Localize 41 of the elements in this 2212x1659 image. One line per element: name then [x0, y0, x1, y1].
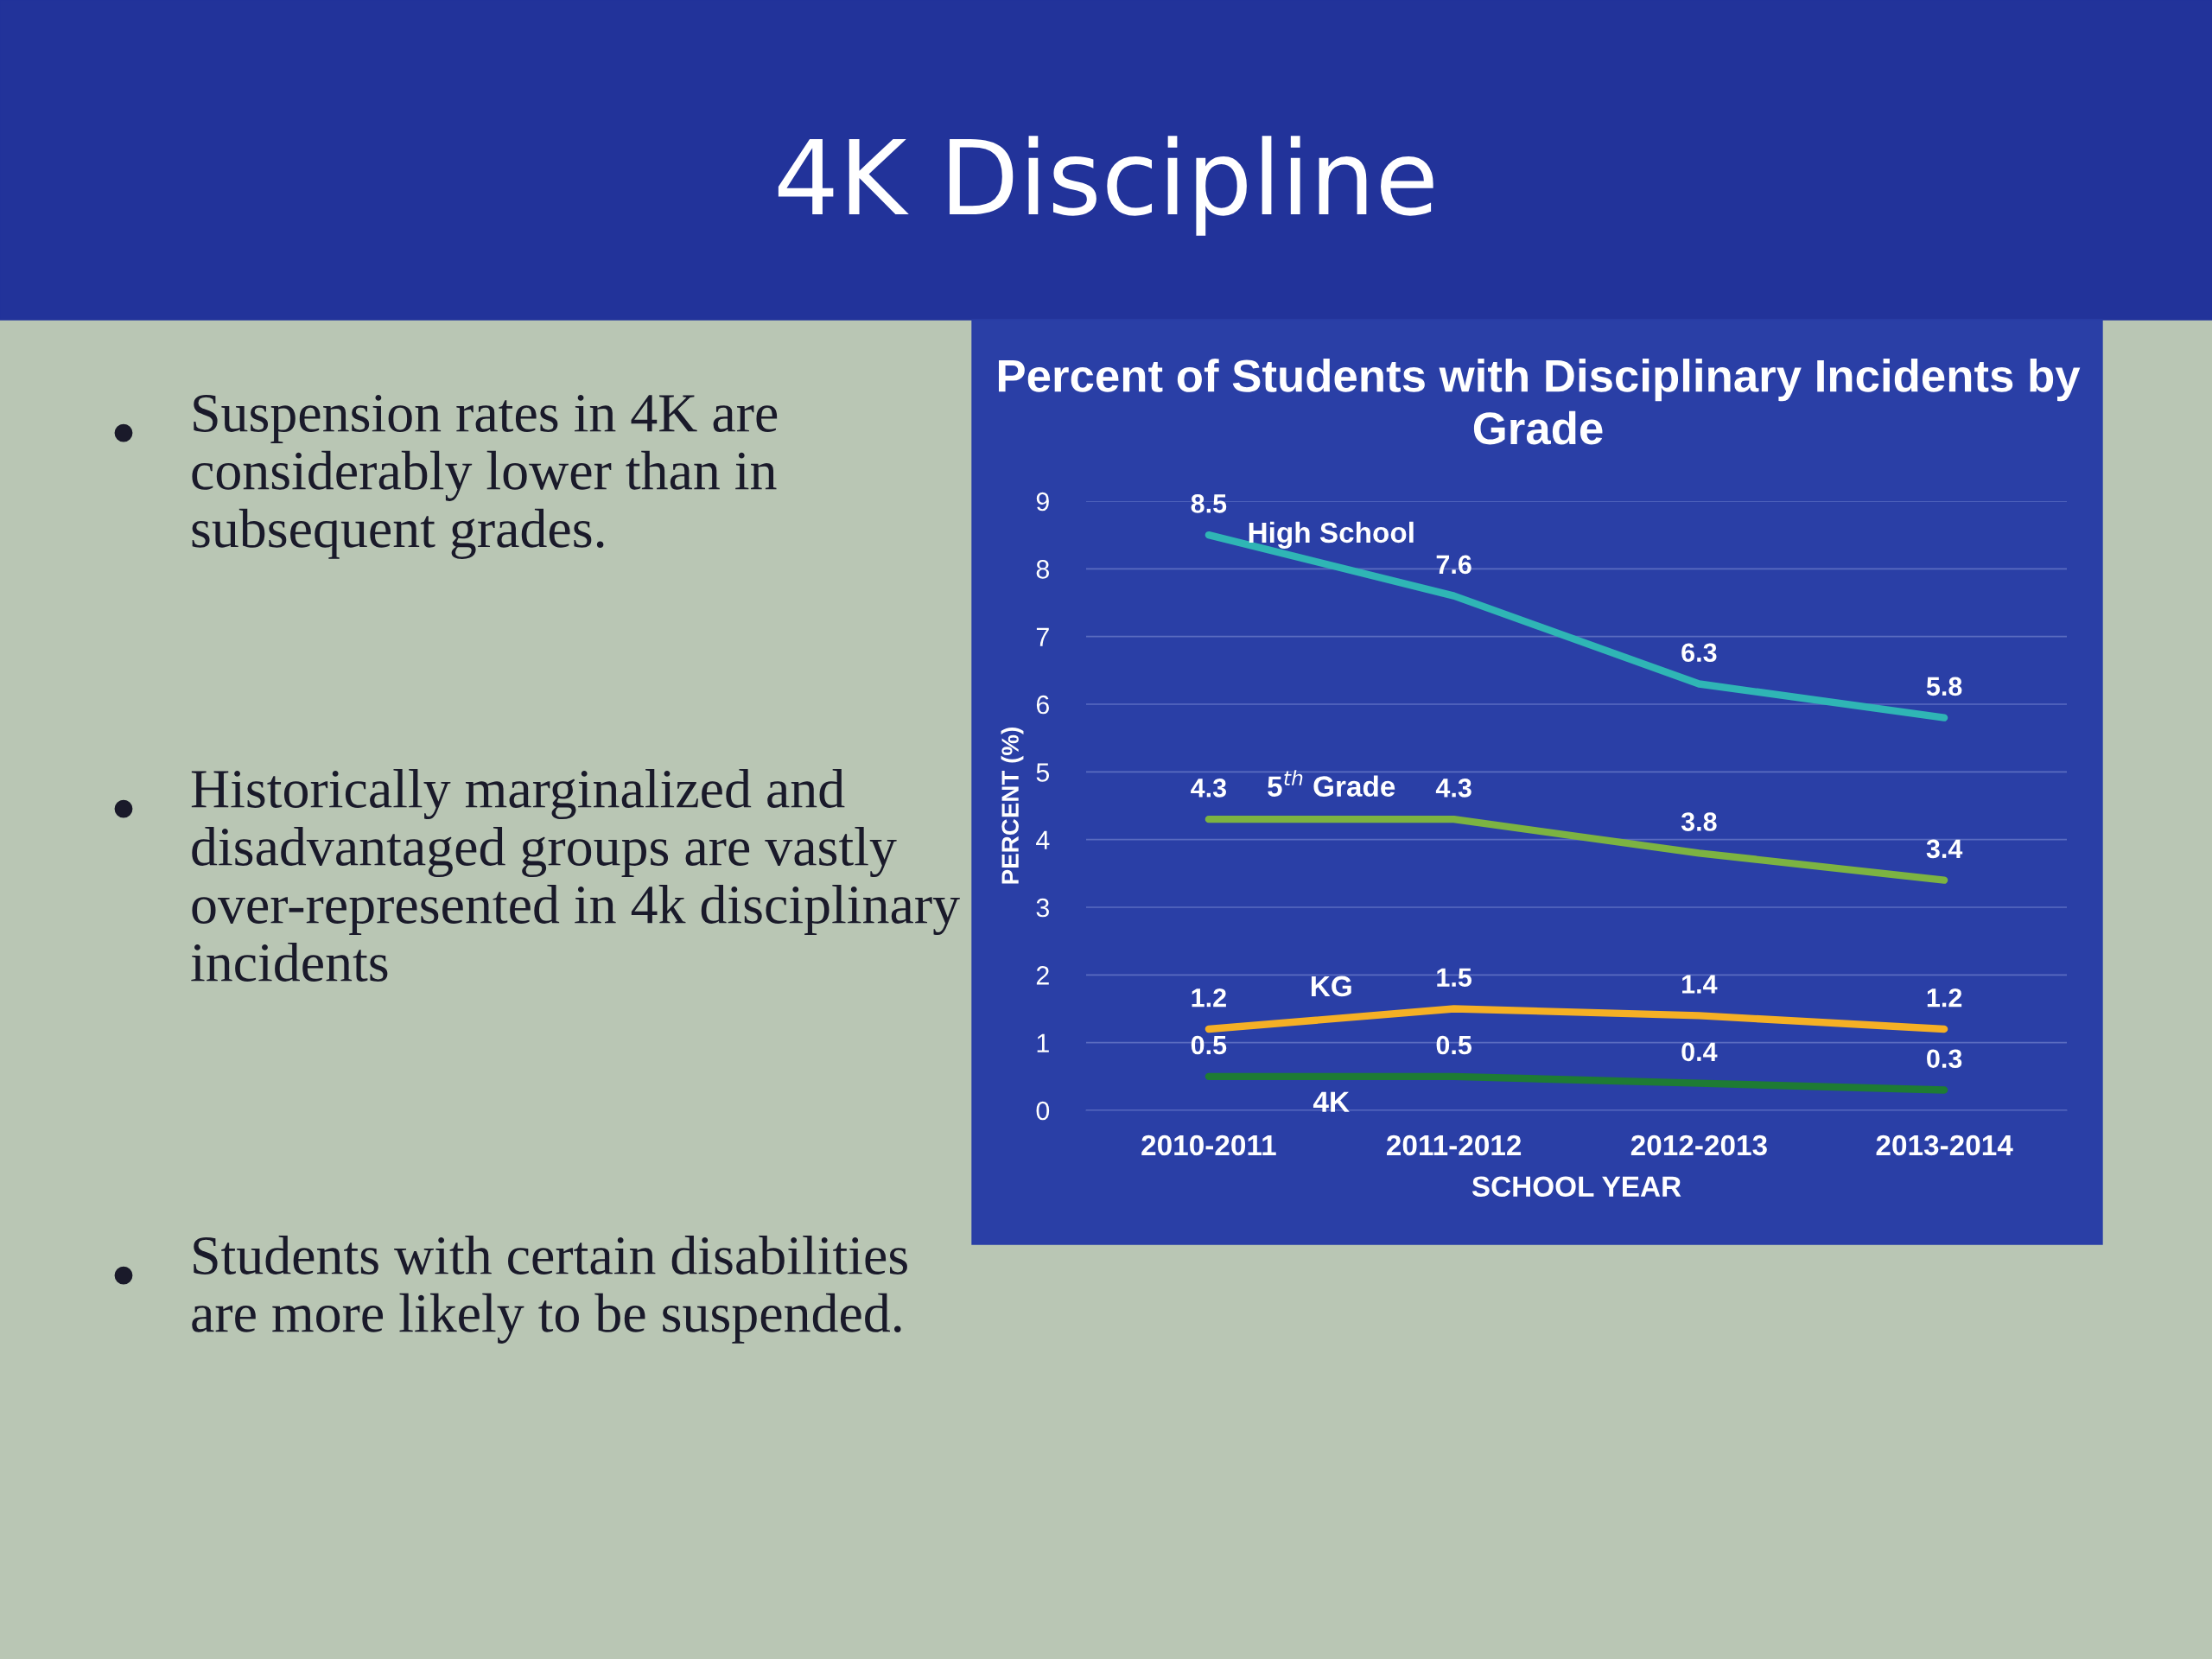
x-tick-label: 2012-2013: [1630, 1135, 1767, 1156]
data-label: 5.8: [1926, 677, 1962, 696]
data-label: 6.3: [1681, 643, 1717, 663]
y-tick-label: 7: [1036, 627, 1049, 646]
y-tick-label: 9: [1036, 492, 1049, 512]
x-tick-label: 2013-2014: [1876, 1135, 2013, 1156]
y-tick-label: 3: [1036, 898, 1049, 918]
data-label: 7.6: [1436, 555, 1471, 575]
y-tick-label: 2: [1036, 966, 1049, 985]
data-label: 1.4: [1682, 975, 1718, 994]
x-tick-label: 2010-2011: [1141, 1135, 1276, 1156]
text: Historically marginalized and disadvantaged groups are vastly over-represented in 4k disciplinary incidents: [191, 769, 960, 982]
y-tick-label: 4: [1036, 830, 1050, 849]
series-label: High School: [1249, 521, 1414, 549]
data-label: 4.3: [1191, 779, 1227, 798]
y-tick-label: 1: [1037, 1033, 1049, 1052]
data-label: 0.5: [1436, 1035, 1472, 1055]
data-label: 0.4: [1681, 1042, 1718, 1062]
data-label: 3.4: [1926, 839, 1963, 859]
data-label: 0.5: [1191, 1035, 1227, 1055]
x-axis-title: SCHOOL YEAR: [1471, 1176, 1681, 1197]
data-label: 4.3: [1435, 779, 1471, 798]
chart-subtitle: Percent of Students with Disciplinary Incidents by Grade: [998, 359, 2081, 445]
y-tick-label: 8: [1036, 560, 1050, 579]
data-label: 8.5: [1191, 494, 1227, 513]
y-tick-label: 0: [1036, 1101, 1050, 1121]
data-label: 1.2: [1192, 988, 1226, 1007]
series-label: 4K: [1313, 1091, 1350, 1112]
x-tick-label: 2011-2012: [1387, 1135, 1522, 1156]
y-tick-label: 6: [1036, 695, 1049, 715]
chart-title: 4K Discipline: [778, 136, 1433, 236]
y-tick-label: 5: [1036, 763, 1050, 782]
series-label: 5$^{th}$ Grade: [1268, 770, 1395, 797]
text: Students with certain disabilities are more likely to be suspended.: [192, 1236, 907, 1344]
series-label: KG: [1311, 976, 1351, 997]
data-label: 1.2: [1927, 988, 1962, 1007]
data-label: 0.3: [1927, 1049, 1962, 1069]
text: Suspension rates in 4K are considerably lower than in subsequent grades.: [192, 395, 778, 559]
y-axis-title: PERCENT (%): [1001, 728, 1024, 884]
data-label: 1.5: [1437, 968, 1472, 988]
data-label: 3.8: [1681, 812, 1717, 831]
